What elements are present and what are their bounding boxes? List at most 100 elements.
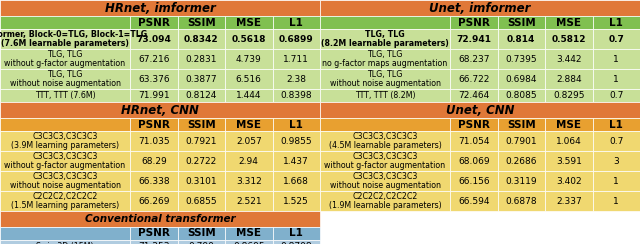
- Text: MSE: MSE: [556, 18, 581, 28]
- Bar: [225, 171, 273, 191]
- Bar: [593, 118, 640, 131]
- Text: 0.5618: 0.5618: [232, 34, 266, 43]
- Bar: [320, 69, 450, 89]
- Bar: [273, 16, 320, 29]
- Text: without g-factor augmentation: without g-factor augmentation: [4, 161, 125, 170]
- Bar: [0, 171, 130, 191]
- Text: C3C3C3,C3C3C3: C3C3C3,C3C3C3: [352, 132, 418, 142]
- Text: L1: L1: [289, 228, 303, 238]
- Text: 0.8708: 0.8708: [280, 242, 312, 244]
- Bar: [497, 69, 545, 89]
- Text: 0.8085: 0.8085: [506, 91, 537, 100]
- Text: without noise augmentation: without noise augmentation: [330, 79, 440, 88]
- Bar: [545, 89, 593, 102]
- Text: HRnet, CNN: HRnet, CNN: [121, 103, 199, 116]
- Text: Unet, imformer: Unet, imformer: [429, 1, 531, 14]
- Text: MSE: MSE: [556, 120, 581, 130]
- Text: 0.8695: 0.8695: [233, 242, 264, 244]
- Bar: [450, 49, 497, 69]
- Text: PSNR: PSNR: [458, 120, 490, 130]
- Bar: [450, 69, 497, 89]
- Text: TTT, TTT (7.6M): TTT, TTT (7.6M): [35, 91, 95, 100]
- Text: 3.591: 3.591: [556, 156, 582, 165]
- Bar: [0, 89, 130, 102]
- Text: TTT, TTT (8.2M): TTT, TTT (8.2M): [355, 91, 415, 100]
- Bar: [545, 118, 593, 131]
- Text: 1.525: 1.525: [284, 196, 309, 205]
- Text: 6.516: 6.516: [236, 74, 262, 83]
- Text: 0.7921: 0.7921: [186, 136, 217, 145]
- Text: (3.9M learning parameters): (3.9M learning parameters): [11, 141, 119, 150]
- Text: PSNR: PSNR: [138, 228, 170, 238]
- Text: 0.3119: 0.3119: [506, 176, 537, 185]
- Text: 1.444: 1.444: [236, 91, 262, 100]
- Bar: [225, 16, 273, 29]
- Text: 71.054: 71.054: [458, 136, 490, 145]
- Text: (1.5M learning parameters): (1.5M learning parameters): [11, 201, 119, 210]
- Bar: [593, 191, 640, 211]
- Text: (1.9M learnable parameters): (1.9M learnable parameters): [329, 201, 442, 210]
- Text: TLG, TLG: TLG, TLG: [365, 30, 405, 40]
- Bar: [320, 118, 450, 131]
- Text: Swin 3D (15M): Swin 3D (15M): [36, 242, 93, 244]
- Bar: [497, 118, 545, 131]
- Text: MSE: MSE: [236, 18, 261, 28]
- Bar: [0, 211, 320, 227]
- Text: L1: L1: [609, 18, 623, 28]
- Text: 0.2831: 0.2831: [186, 54, 217, 63]
- Text: imformer, Block-0=TLG, Block-1=TLG: imformer, Block-0=TLG, Block-1=TLG: [0, 30, 147, 40]
- Text: without noise augmentation: without noise augmentation: [10, 181, 120, 190]
- Bar: [273, 118, 320, 131]
- Bar: [177, 171, 225, 191]
- Text: 0.8398: 0.8398: [280, 91, 312, 100]
- Text: MSE: MSE: [236, 120, 261, 130]
- Bar: [130, 16, 177, 29]
- Text: PSNR: PSNR: [138, 120, 170, 130]
- Bar: [320, 49, 450, 69]
- Text: L1: L1: [609, 120, 623, 130]
- Text: 72.464: 72.464: [458, 91, 490, 100]
- Text: PSNR: PSNR: [138, 18, 170, 28]
- Text: 66.338: 66.338: [138, 176, 170, 185]
- Text: 67.216: 67.216: [138, 54, 170, 63]
- Text: 0.5812: 0.5812: [552, 34, 586, 43]
- Text: without noise augmentation: without noise augmentation: [10, 79, 120, 88]
- Bar: [130, 191, 177, 211]
- Bar: [225, 69, 273, 89]
- Text: C3C3C3,C3C3C3: C3C3C3,C3C3C3: [352, 173, 418, 182]
- Text: Conventional transformer: Conventional transformer: [84, 214, 236, 224]
- Bar: [273, 131, 320, 151]
- Bar: [225, 118, 273, 131]
- Bar: [545, 69, 593, 89]
- Text: C2C2C2,C2C2C2: C2C2C2,C2C2C2: [32, 193, 98, 202]
- Bar: [273, 227, 320, 240]
- Bar: [177, 69, 225, 89]
- Bar: [130, 151, 177, 171]
- Text: 2.057: 2.057: [236, 136, 262, 145]
- Text: 2.884: 2.884: [556, 74, 582, 83]
- Text: SSIM: SSIM: [507, 120, 536, 130]
- Text: TLG, TLG: TLG, TLG: [47, 51, 83, 60]
- Text: 2.38: 2.38: [286, 74, 307, 83]
- Bar: [273, 151, 320, 171]
- Text: 72.941: 72.941: [456, 34, 492, 43]
- Text: 2.337: 2.337: [556, 196, 582, 205]
- Bar: [0, 240, 130, 244]
- Bar: [0, 131, 130, 151]
- Bar: [320, 16, 450, 29]
- Text: MSE: MSE: [236, 228, 261, 238]
- Text: 0.7: 0.7: [609, 91, 623, 100]
- Text: 0.8295: 0.8295: [553, 91, 584, 100]
- Bar: [225, 240, 273, 244]
- Bar: [225, 89, 273, 102]
- Bar: [273, 171, 320, 191]
- Text: 0.2686: 0.2686: [506, 156, 537, 165]
- Text: 0.7: 0.7: [609, 136, 623, 145]
- Bar: [0, 0, 320, 16]
- Bar: [177, 16, 225, 29]
- Bar: [593, 151, 640, 171]
- Bar: [273, 49, 320, 69]
- Bar: [593, 16, 640, 29]
- Bar: [497, 49, 545, 69]
- Text: TLG, TLG: TLG, TLG: [367, 51, 403, 60]
